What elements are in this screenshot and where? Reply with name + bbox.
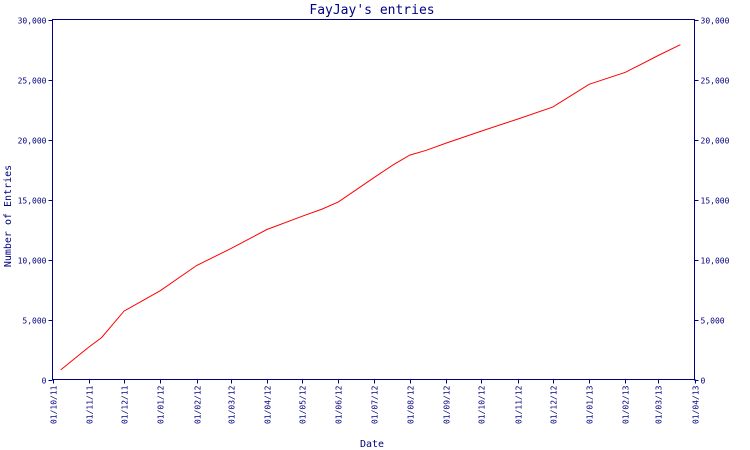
x-tick-label: 01/07/12 [371,385,380,424]
y-tick-label-left: 25,000 [18,77,47,86]
x-tick-label: 01/08/12 [407,385,416,424]
x-tick-label: 01/06/12 [335,385,344,424]
x-tick-label: 01/01/12 [157,385,166,424]
x-tick-label: 01/12/12 [550,385,559,424]
x-tick-label: 01/12/11 [121,385,130,424]
x-tick-label: 01/03/13 [655,385,664,424]
y-tick-label-right: 30,000 [701,17,730,26]
x-tick-label: 01/02/13 [622,385,631,424]
y-tick-label-right: 15,000 [701,197,730,206]
x-tick-label: 01/05/12 [299,385,308,424]
chart-title: FayJay's entries [309,3,434,18]
y-axis-label: Number of Entries [3,165,14,267]
y-tick-label-left: 15,000 [18,197,47,206]
x-tick-label: 01/10/12 [478,385,487,424]
x-tick-label: 01/09/12 [443,385,452,424]
x-tick-label: 01/11/11 [86,385,95,424]
x-axis-label: Date [360,439,384,450]
y-tick-label-left: 0 [42,377,47,386]
x-tick-label: 01/02/12 [194,385,203,424]
y-tick-label-right: 0 [701,377,706,386]
y-tick-label-left: 20,000 [18,137,47,146]
y-tick-label-right: 5,000 [701,317,725,326]
x-tick-label: 01/04/13 [692,385,701,424]
y-tick-label-left: 30,000 [18,17,47,26]
x-tick-label: 01/10/11 [50,385,59,424]
x-tick-label: 01/03/12 [228,385,237,424]
y-tick-label-right: 20,000 [701,137,730,146]
x-tick-label: 01/01/13 [586,385,595,424]
y-tick-label-left: 5,000 [22,317,46,326]
y-tick-label-left: 10,000 [18,257,47,266]
x-tick-label: 01/11/12 [515,385,524,424]
x-tick-label: 01/04/12 [264,385,273,424]
y-axis-ticks: 0 0 5,000 5,000 10,000 10,000 15,000 15,000 20,0… [18,17,730,386]
x-axis-ticks: 01/10/11 01/11/11 01/12/11 01/01/12 01/02/12… [50,379,701,424]
y-tick-label-right: 25,000 [701,77,730,86]
plot-area-frame [52,19,695,380]
y-tick-label-right: 10,000 [701,257,730,266]
series-line [60,44,681,371]
